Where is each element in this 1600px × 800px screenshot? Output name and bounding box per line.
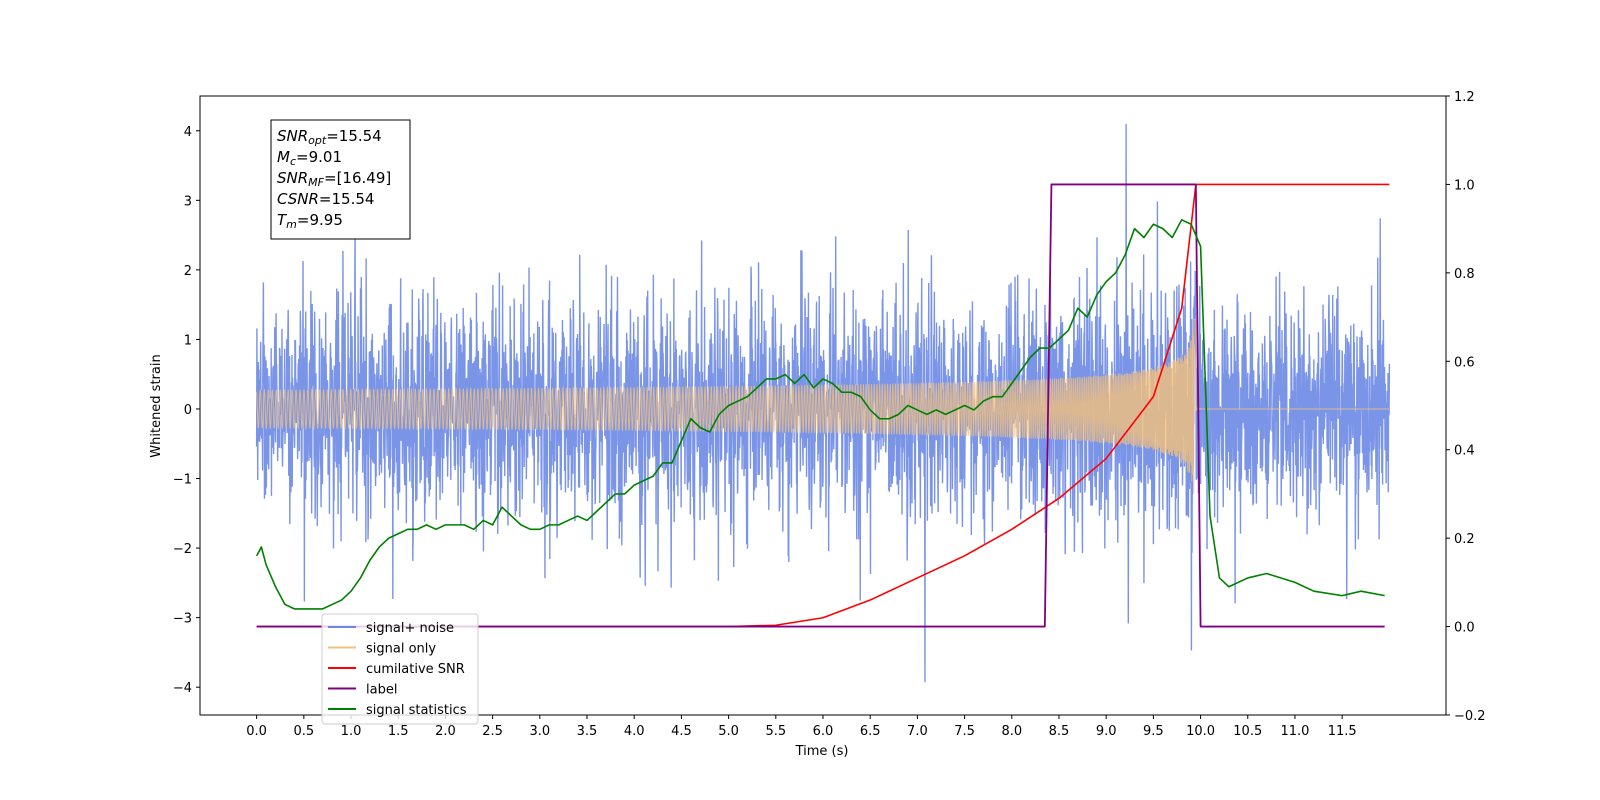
metrics-annotation: SNRopt=15.54Mc=9.01SNRMF=[16.49]CSNR=15.… — [270, 119, 411, 240]
y2-tick-label: 0.6 — [1454, 355, 1475, 370]
x-tick-label: 6.5 — [860, 724, 881, 739]
x-tick-label: 4.5 — [671, 724, 692, 739]
x-tick-label: 10.5 — [1233, 724, 1262, 739]
x-tick-label: 1.5 — [388, 724, 409, 739]
x-tick-label: 5.0 — [718, 724, 739, 739]
x-tick-label: 9.5 — [1143, 724, 1164, 739]
y2-tick-label: −0.2 — [1454, 709, 1486, 724]
y-axis-label: Whitened strain — [149, 354, 164, 457]
y-axis-right: −0.2 0.0 0.2 0.4 0.6 0.8 1.0 1.2 — [1446, 90, 1486, 724]
x-tick-label: 7.5 — [954, 724, 975, 739]
series-signal-only — [256, 318, 1390, 494]
x-tick-label: 1.0 — [341, 724, 362, 739]
series-signal-plus-noise — [255, 123, 1391, 683]
y-tick-label: −4 — [173, 681, 192, 696]
y-tick-label: 0 — [184, 403, 192, 418]
legend-entry-label: signal+ noise — [366, 621, 454, 636]
x-tick-label: 11.5 — [1328, 724, 1357, 739]
y-tick-label: −1 — [173, 473, 192, 488]
legend-frame — [321, 613, 479, 725]
annotation-line: SNRMF=[16.49] — [277, 169, 391, 189]
annotation-line: Mc=9.01 — [277, 148, 342, 168]
y-tick-label: 2 — [184, 264, 192, 279]
legend-entry-label: signal statistics — [366, 703, 467, 718]
series-signal-statistics — [255, 219, 1385, 610]
x-tick-label: 10.0 — [1186, 724, 1215, 739]
y-tick-label: 3 — [184, 194, 192, 209]
x-tick-label: 7.0 — [907, 724, 928, 739]
x-tick-label: 2.5 — [482, 724, 503, 739]
x-tick-label: 3.0 — [529, 724, 550, 739]
x-tick-label: 2.0 — [435, 724, 456, 739]
x-tick-label: 8.0 — [1001, 724, 1022, 739]
x-tick-label: 4.0 — [624, 724, 645, 739]
y2-tick-label: 0.8 — [1454, 267, 1475, 282]
y2-tick-label: 0.2 — [1454, 532, 1475, 547]
series-layer — [255, 123, 1391, 683]
legend-entry-label: label — [366, 683, 397, 698]
x-tick-label: 0.0 — [246, 724, 267, 739]
y2-tick-label: 0.0 — [1454, 621, 1475, 636]
x-tick-label: 3.5 — [577, 724, 598, 739]
y-tick-label: 1 — [184, 333, 192, 348]
legend-entry-label: cumilative SNR — [366, 662, 465, 677]
x-axis-label: Time (s) — [795, 744, 849, 759]
x-tick-label: 9.0 — [1096, 724, 1117, 739]
y-axis-left: −4 −3 −2 −1 0 1 2 3 4 — [173, 125, 200, 696]
legend: signal+ noise signal only cumilative SNR la… — [321, 613, 479, 725]
y-tick-label: 4 — [184, 125, 192, 140]
y2-tick-label: 1.2 — [1454, 90, 1475, 105]
y2-tick-label: 1.0 — [1454, 178, 1475, 193]
x-axis: 0.0 0.5 1.0 1.5 2.0 2.5 3.0 3.5 4.0 4.5 5.0 5.5 6.0 6… — [246, 715, 1357, 739]
x-tick-label: 6.0 — [813, 724, 834, 739]
legend-entry-label: signal only — [366, 642, 436, 657]
annotation-line: CSNR=15.54 — [277, 190, 374, 208]
x-tick-label: 0.5 — [293, 724, 314, 739]
series-label — [256, 183, 1385, 628]
x-tick-label: 5.5 — [765, 724, 786, 739]
annotation-line: SNRopt=15.54 — [277, 127, 382, 147]
y-tick-label: −2 — [173, 542, 192, 557]
annotation-frame — [270, 119, 411, 240]
annotation-line: Tm=9.95 — [277, 211, 343, 231]
y-tick-label: −3 — [173, 612, 192, 627]
x-tick-label: 8.5 — [1049, 724, 1070, 739]
x-tick-label: 11.0 — [1280, 724, 1309, 739]
y2-tick-label: 0.4 — [1454, 444, 1475, 459]
